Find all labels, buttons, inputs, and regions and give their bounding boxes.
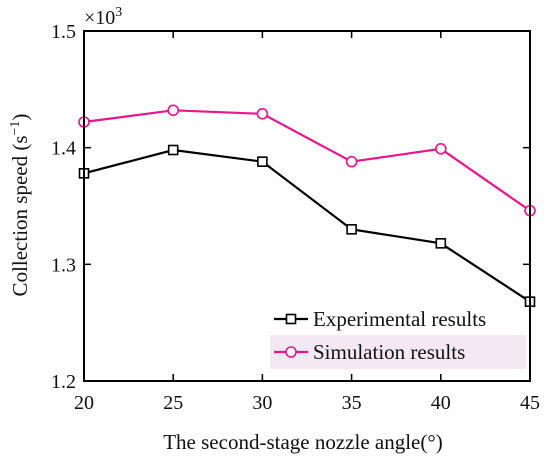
ticks-layer: 20 25 30 35 40 45 1.2 1.3 1.4 1.5 <box>51 21 540 414</box>
data-point <box>256 108 269 120</box>
y-tick-label: 1.5 <box>51 21 76 43</box>
series-line <box>83 109 531 212</box>
legend-marker <box>285 346 297 358</box>
x-axis-title: The second-stage nozzle angle(°) <box>163 430 443 454</box>
data-point <box>257 156 268 167</box>
x-tick-label: 25 <box>163 392 183 414</box>
x-tick-label: 30 <box>252 392 272 414</box>
y-tick-label: 1.3 <box>51 254 76 276</box>
series-2 <box>78 104 536 217</box>
legend-label: Experimental results <box>313 307 486 331</box>
x-tick-label: 45 <box>520 392 540 414</box>
legend-label: Simulation results <box>313 340 465 364</box>
data-point <box>346 224 357 235</box>
x-tick-label: 20 <box>74 392 94 414</box>
x-tick-label: 40 <box>431 392 451 414</box>
y-tick-label: 1.4 <box>51 138 76 160</box>
series-layer <box>78 104 536 307</box>
data-point <box>435 238 447 249</box>
plot-frame <box>83 30 531 382</box>
data-point <box>345 155 358 168</box>
y-axis-title: Collection speed (s−1) <box>8 114 32 297</box>
legend-item: Experimental results <box>274 307 486 331</box>
y-multiplier: ×103 <box>84 5 122 29</box>
legend-marker <box>285 313 297 325</box>
data-point <box>167 104 179 117</box>
data-point <box>434 143 447 155</box>
y-axis-title-superscript: −1 <box>8 121 23 136</box>
legend-items: Experimental results Simulation results <box>274 307 486 364</box>
data-point <box>167 144 179 156</box>
y-tick-label: 1.2 <box>51 371 76 393</box>
series-1 <box>78 144 536 307</box>
y-multiplier-exponent: 3 <box>115 5 122 20</box>
series-line <box>83 148 531 303</box>
x-tick-label: 35 <box>342 392 362 414</box>
legend: Experimental results Simulation results <box>270 307 526 369</box>
legend-band <box>270 335 526 369</box>
legend-item: Simulation results <box>274 340 465 364</box>
